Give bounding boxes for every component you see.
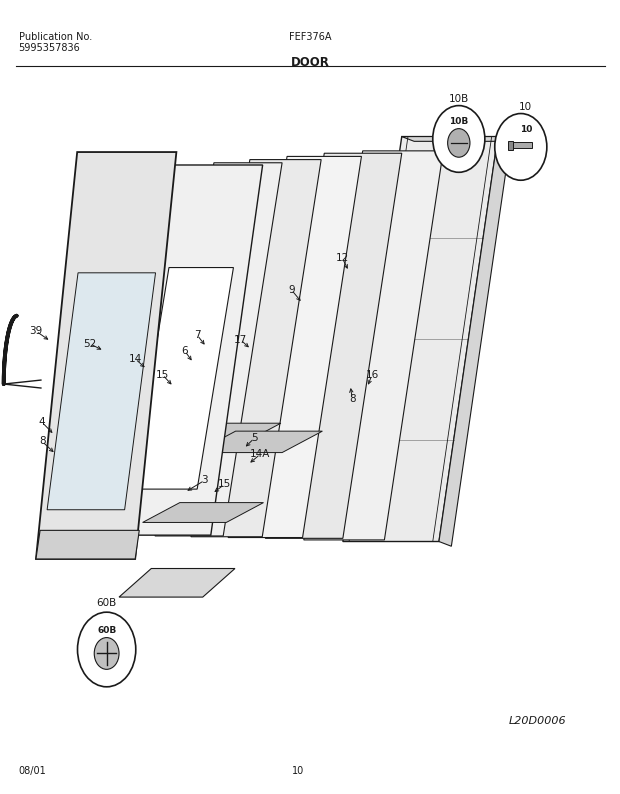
Text: 60B: 60B — [97, 599, 117, 608]
Text: 14: 14 — [128, 354, 142, 364]
Polygon shape — [191, 160, 321, 537]
Circle shape — [433, 106, 485, 172]
Polygon shape — [304, 151, 443, 540]
Text: 39: 39 — [29, 326, 43, 336]
Text: L20D0006: L20D0006 — [508, 716, 566, 727]
Polygon shape — [36, 152, 176, 559]
Text: 4: 4 — [39, 418, 45, 427]
Circle shape — [78, 612, 136, 687]
Polygon shape — [47, 273, 156, 510]
Polygon shape — [155, 163, 282, 536]
Text: 60B: 60B — [97, 626, 117, 635]
Text: 3: 3 — [202, 476, 208, 485]
Circle shape — [94, 638, 119, 669]
Text: FEF376A: FEF376A — [289, 32, 331, 42]
Polygon shape — [119, 569, 235, 597]
Circle shape — [495, 114, 547, 180]
Text: 8: 8 — [39, 437, 45, 446]
Text: DOOR: DOOR — [291, 56, 329, 68]
Text: 10B: 10B — [449, 94, 469, 104]
Text: 14A: 14A — [250, 449, 270, 459]
Polygon shape — [154, 423, 281, 445]
Text: Publication No.: Publication No. — [19, 32, 92, 42]
Text: 15: 15 — [218, 480, 231, 489]
Text: 7: 7 — [194, 330, 200, 340]
Polygon shape — [195, 431, 322, 453]
Polygon shape — [119, 165, 263, 535]
Polygon shape — [343, 137, 498, 542]
Text: 16: 16 — [365, 370, 379, 380]
Polygon shape — [513, 142, 532, 148]
Text: 08/01: 08/01 — [19, 766, 46, 777]
Text: 6: 6 — [182, 346, 188, 356]
Text: 9: 9 — [288, 285, 294, 295]
Text: 5995357836: 5995357836 — [19, 43, 81, 53]
Circle shape — [448, 129, 470, 157]
Text: 5: 5 — [251, 434, 257, 443]
Polygon shape — [439, 137, 510, 546]
Polygon shape — [402, 137, 510, 141]
Polygon shape — [265, 153, 402, 538]
Text: 8: 8 — [349, 394, 355, 403]
Text: 52: 52 — [83, 339, 97, 349]
Polygon shape — [133, 268, 234, 489]
Polygon shape — [143, 503, 264, 522]
Polygon shape — [508, 141, 513, 150]
Text: 17: 17 — [234, 335, 247, 345]
Text: 10B: 10B — [449, 117, 469, 126]
Text: eReplacementParts.com: eReplacementParts.com — [226, 387, 370, 399]
Text: 12: 12 — [335, 253, 349, 263]
Text: 10: 10 — [291, 766, 304, 777]
Text: 10: 10 — [520, 125, 532, 134]
Text: 10: 10 — [519, 102, 533, 112]
Polygon shape — [228, 156, 361, 538]
Polygon shape — [36, 530, 140, 559]
Text: 15: 15 — [156, 370, 169, 380]
